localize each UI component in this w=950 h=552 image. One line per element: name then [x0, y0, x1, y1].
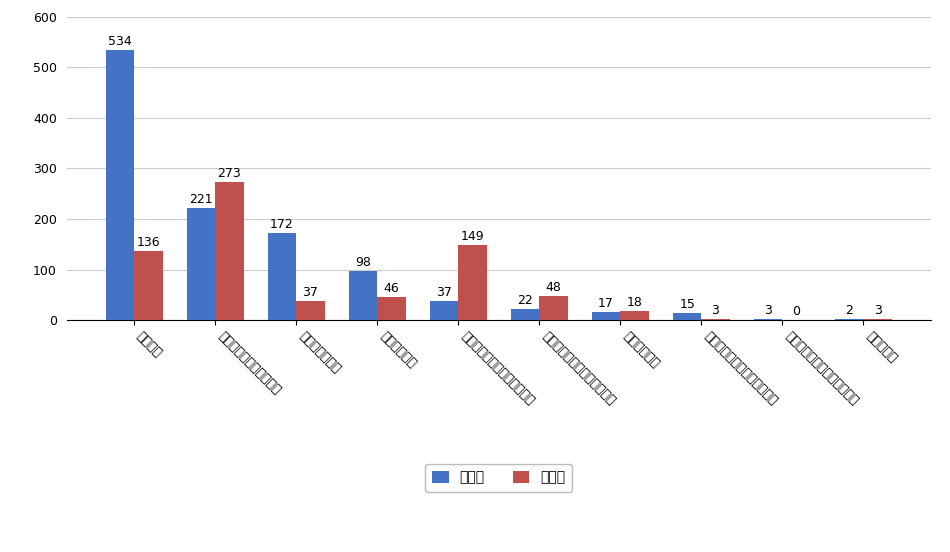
Text: 46: 46 — [384, 282, 399, 295]
Text: 273: 273 — [218, 167, 241, 180]
Text: 3: 3 — [712, 304, 719, 317]
Text: 98: 98 — [355, 256, 371, 269]
Bar — [673, 312, 701, 320]
Bar — [864, 319, 892, 320]
Bar — [268, 233, 296, 320]
Bar — [187, 208, 215, 320]
Text: 3: 3 — [764, 304, 772, 317]
Bar — [215, 182, 243, 320]
Bar — [511, 309, 540, 320]
Text: 15: 15 — [679, 298, 695, 311]
Bar — [620, 311, 649, 320]
Bar — [701, 319, 730, 320]
Text: 37: 37 — [302, 286, 318, 299]
Text: 17: 17 — [598, 296, 614, 310]
Text: 48: 48 — [545, 281, 561, 294]
Bar — [430, 301, 458, 320]
Bar — [377, 297, 406, 320]
Legend: 转发数, 评论数: 转发数, 评论数 — [425, 464, 573, 492]
Text: 22: 22 — [517, 294, 533, 307]
Text: 149: 149 — [461, 230, 484, 243]
Text: 0: 0 — [792, 305, 801, 318]
Bar — [296, 301, 325, 320]
Text: 534: 534 — [108, 35, 132, 48]
Text: 2: 2 — [846, 304, 853, 317]
Bar — [105, 50, 134, 320]
Bar — [835, 319, 864, 320]
Bar — [458, 245, 486, 320]
Bar — [349, 270, 377, 320]
Text: 18: 18 — [626, 296, 642, 309]
Bar — [540, 296, 567, 320]
Text: 37: 37 — [436, 286, 452, 299]
Text: 136: 136 — [137, 236, 161, 250]
Text: 221: 221 — [189, 193, 213, 206]
Bar — [134, 251, 162, 320]
Text: 172: 172 — [270, 218, 294, 231]
Bar — [592, 311, 620, 320]
Bar — [754, 319, 783, 320]
Text: 3: 3 — [874, 304, 882, 317]
